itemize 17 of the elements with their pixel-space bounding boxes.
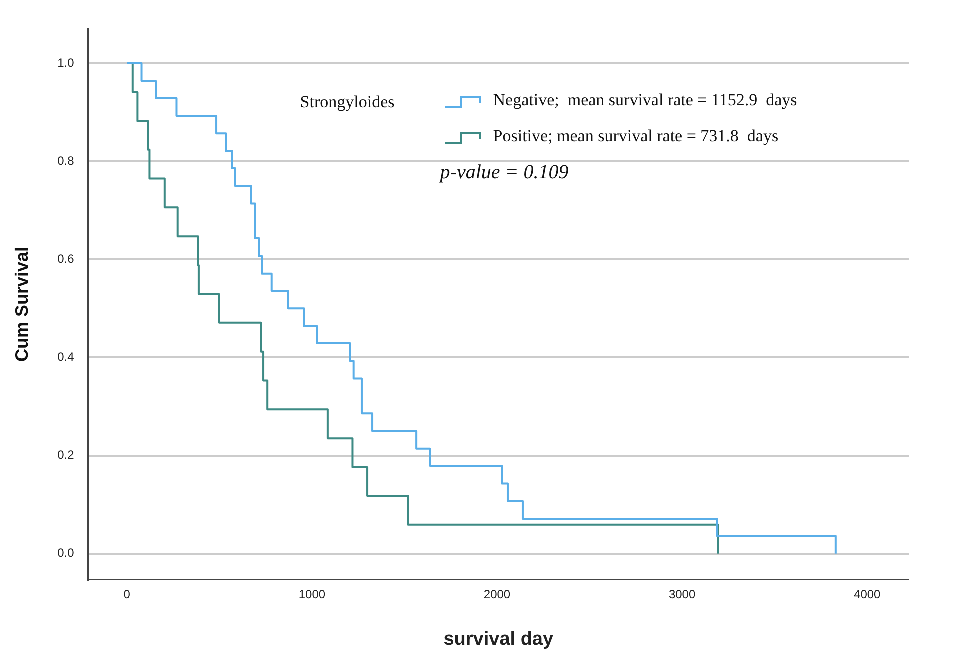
x-tick-label: 4000 — [854, 587, 882, 602]
y-tick-label: 1.0 — [58, 56, 75, 70]
annotation: p-value = 0.109 — [438, 161, 569, 184]
legend-label: Positive; mean survival rate = 731.8 days — [493, 126, 779, 146]
y-axis-title: Cum Survival — [12, 246, 32, 362]
legend-title: Strongyloides — [300, 92, 395, 112]
legend-label: Negative; mean survival rate = 1152.9 days — [493, 90, 798, 110]
y-tick-label: 0.4 — [58, 350, 75, 364]
y-tick-label: 0.8 — [58, 154, 75, 168]
x-tick-label: 3000 — [668, 587, 696, 602]
x-tick-label: 2000 — [484, 587, 511, 602]
y-tick-label: 0.2 — [58, 448, 75, 462]
x-axis-title: survival day — [444, 628, 554, 650]
x-tick-label: 1000 — [298, 587, 326, 602]
y-tick-label: 0.6 — [58, 252, 75, 266]
x-tick-label: 0 — [124, 587, 131, 602]
y-tick-label: 0.0 — [58, 546, 75, 560]
